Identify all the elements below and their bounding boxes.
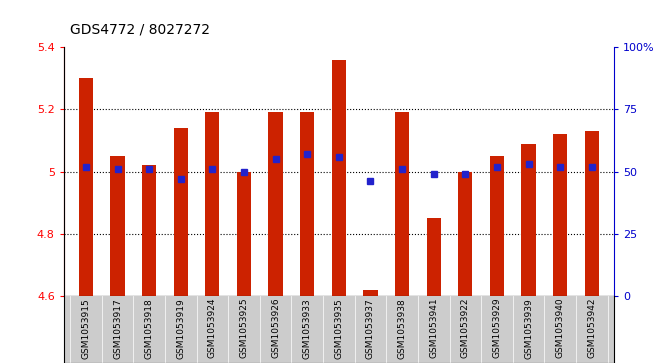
Bar [142, 165, 156, 296]
Text: GSM1053939: GSM1053939 [524, 298, 533, 359]
Bar [364, 290, 378, 296]
Bar [521, 143, 535, 296]
Text: GSM1053922: GSM1053922 [461, 298, 470, 358]
Text: GSM1053940: GSM1053940 [556, 298, 565, 359]
Text: GSM1053925: GSM1053925 [240, 298, 248, 359]
Bar [174, 128, 188, 296]
Bar [331, 60, 346, 296]
Bar [584, 131, 599, 296]
Bar [268, 113, 282, 296]
Bar [79, 78, 93, 296]
Bar [300, 113, 314, 296]
Bar [490, 156, 504, 296]
Text: GSM1053942: GSM1053942 [587, 298, 597, 358]
Text: GSM1053915: GSM1053915 [81, 298, 91, 359]
Text: GSM1053938: GSM1053938 [398, 298, 407, 359]
Bar [395, 113, 409, 296]
Bar [237, 171, 251, 296]
Text: GDS4772 / 8027272: GDS4772 / 8027272 [70, 22, 211, 36]
Bar [458, 171, 472, 296]
Text: GSM1053917: GSM1053917 [113, 298, 122, 359]
Text: GSM1053941: GSM1053941 [429, 298, 438, 359]
Text: GSM1053929: GSM1053929 [493, 298, 501, 359]
Text: GSM1053919: GSM1053919 [176, 298, 185, 359]
Bar [111, 156, 125, 296]
Text: GSM1053924: GSM1053924 [208, 298, 217, 358]
Text: GSM1053937: GSM1053937 [366, 298, 375, 359]
Bar [553, 134, 567, 296]
Text: GSM1053918: GSM1053918 [145, 298, 154, 359]
Text: GSM1053935: GSM1053935 [334, 298, 344, 359]
Bar [427, 218, 441, 296]
Text: GSM1053926: GSM1053926 [271, 298, 280, 359]
Text: GSM1053933: GSM1053933 [303, 298, 312, 359]
Bar [205, 113, 219, 296]
